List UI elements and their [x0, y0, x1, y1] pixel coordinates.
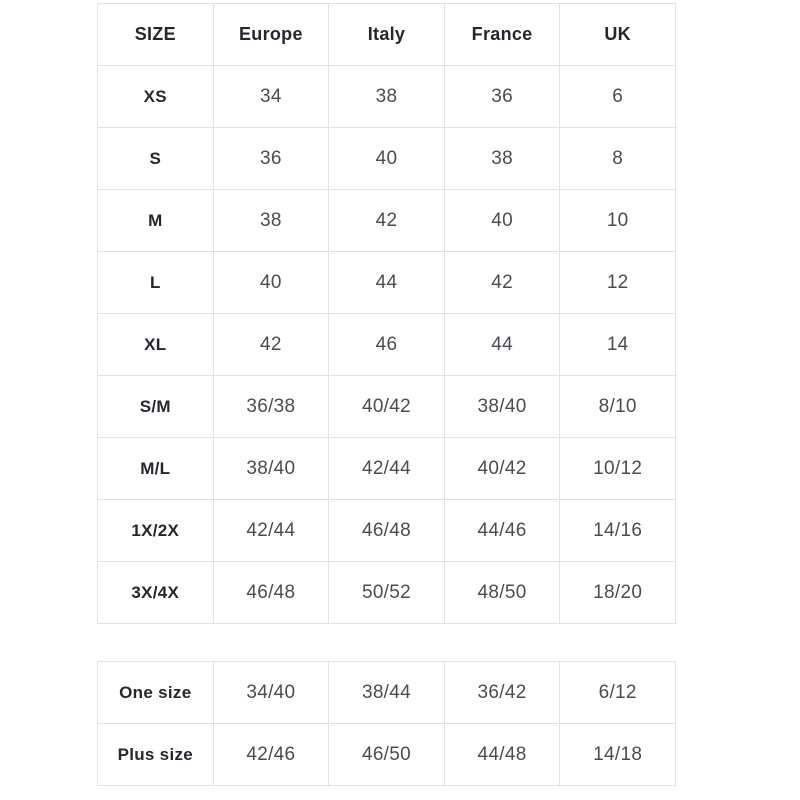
value-cell: 48/50	[443, 561, 561, 624]
value-cell: 38	[328, 65, 445, 128]
value-cell: 38/40	[443, 375, 561, 438]
table-row-xs: XS 34 38 36 6	[97, 65, 676, 128]
table-row-one-size: One size 34/40 38/44 36/42 6/12	[97, 661, 676, 724]
one-size-plus-size-table: One size 34/40 38/44 36/42 6/12 Plus siz…	[97, 661, 676, 786]
table-row-s: S 36 40 38 8	[97, 127, 676, 190]
value-cell: 44/46	[443, 499, 561, 562]
size-label-cell: L	[97, 251, 214, 314]
table-row-1x2x: 1X/2X 42/44 46/48 44/46 14/16	[97, 499, 676, 562]
value-cell: 14	[559, 313, 676, 376]
value-cell: 6/12	[559, 661, 676, 724]
header-row: SIZE Europe Italy France UK	[97, 3, 676, 66]
value-cell: 34/40	[212, 661, 330, 724]
value-cell: 36/42	[443, 661, 561, 724]
value-cell: 50/52	[328, 561, 445, 624]
value-cell: 46/48	[212, 561, 330, 624]
value-cell: 46/48	[328, 499, 445, 562]
value-cell: 8/10	[559, 375, 676, 438]
value-cell: 44/48	[443, 723, 561, 786]
value-cell: 42/44	[212, 499, 330, 562]
value-cell: 10/12	[559, 437, 676, 500]
size-label-cell: XS	[97, 65, 214, 128]
value-cell: 44	[443, 313, 561, 376]
value-cell: 40/42	[328, 375, 445, 438]
value-cell: 38	[212, 189, 330, 252]
table-row-ml: M/L 38/40 42/44 40/42 10/12	[97, 437, 676, 500]
size-label-cell: 3X/4X	[97, 561, 214, 624]
size-label-cell: M	[97, 189, 214, 252]
header-cell-europe: Europe	[212, 3, 330, 66]
size-conversion-table: SIZE Europe Italy France UK XS 34 38 36 …	[97, 3, 676, 624]
value-cell: 10	[559, 189, 676, 252]
value-cell: 46	[328, 313, 445, 376]
value-cell: 42/44	[328, 437, 445, 500]
value-cell: 14/18	[559, 723, 676, 786]
value-cell: 34	[212, 65, 330, 128]
table-row-m: M 38 42 40 10	[97, 189, 676, 252]
size-label-cell: S/M	[97, 375, 214, 438]
size-label-cell: One size	[97, 661, 214, 724]
value-cell: 40	[328, 127, 445, 190]
value-cell: 38	[443, 127, 561, 190]
table-row-plus-size: Plus size 42/46 46/50 44/48 14/18	[97, 723, 676, 786]
header-cell-size: SIZE	[97, 3, 214, 66]
size-label-cell: Plus size	[97, 723, 214, 786]
value-cell: 40	[443, 189, 561, 252]
value-cell: 8	[559, 127, 676, 190]
value-cell: 42	[212, 313, 330, 376]
table-row-xl: XL 42 46 44 14	[97, 313, 676, 376]
value-cell: 46/50	[328, 723, 445, 786]
size-label-cell: S	[97, 127, 214, 190]
value-cell: 40/42	[443, 437, 561, 500]
value-cell: 44	[328, 251, 445, 314]
table-row-sm: S/M 36/38 40/42 38/40 8/10	[97, 375, 676, 438]
value-cell: 40	[212, 251, 330, 314]
table-row-3x4x: 3X/4X 46/48 50/52 48/50 18/20	[97, 561, 676, 624]
value-cell: 42/46	[212, 723, 330, 786]
value-cell: 36	[443, 65, 561, 128]
value-cell: 18/20	[559, 561, 676, 624]
value-cell: 38/40	[212, 437, 330, 500]
value-cell: 42	[443, 251, 561, 314]
header-cell-uk: UK	[559, 3, 676, 66]
value-cell: 42	[328, 189, 445, 252]
size-label-cell: M/L	[97, 437, 214, 500]
header-cell-france: France	[443, 3, 561, 66]
size-label-cell: 1X/2X	[97, 499, 214, 562]
value-cell: 38/44	[328, 661, 445, 724]
value-cell: 12	[559, 251, 676, 314]
value-cell: 6	[559, 65, 676, 128]
value-cell: 36/38	[212, 375, 330, 438]
size-label-cell: XL	[97, 313, 214, 376]
value-cell: 14/16	[559, 499, 676, 562]
value-cell: 36	[212, 127, 330, 190]
header-cell-italy: Italy	[328, 3, 445, 66]
table-row-l: L 40 44 42 12	[97, 251, 676, 314]
